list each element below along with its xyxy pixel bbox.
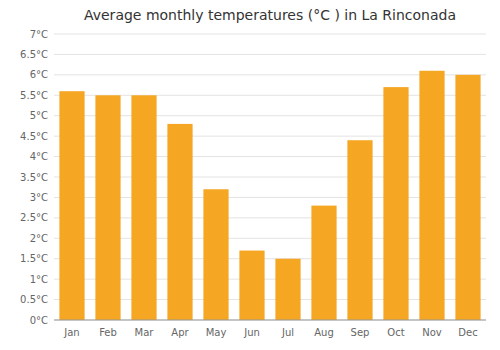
y-tick-label: 6°C	[30, 69, 48, 80]
bar	[311, 206, 336, 320]
y-tick-label: 7°C	[30, 29, 48, 40]
bar	[167, 124, 192, 320]
x-tick-label: Aug	[314, 327, 334, 338]
bar	[455, 75, 480, 320]
x-tick-label: Sep	[351, 327, 370, 338]
bar	[203, 189, 228, 320]
y-tick-label: 0.5°C	[20, 294, 48, 305]
chart-container: Average monthly temperatures (°C ) in La…	[0, 0, 500, 350]
bars	[59, 71, 480, 320]
x-tick-label: Jan	[63, 327, 79, 338]
grid-line	[54, 34, 486, 35]
chart: Average monthly temperatures (°C ) in La…	[0, 0, 500, 350]
title: Average monthly temperatures (°C ) in La…	[84, 7, 456, 23]
bar	[131, 95, 156, 320]
y-tick-label: 3.5°C	[20, 172, 48, 183]
y-tick-label: 4.5°C	[20, 131, 48, 142]
x-tick-label: Dec	[458, 327, 477, 338]
y-tick-label: 4°C	[30, 151, 48, 162]
bar	[239, 251, 264, 320]
y-tick-label: 5°C	[30, 110, 48, 121]
bar	[419, 71, 444, 320]
x-tick-label: Jul	[281, 327, 294, 338]
bar	[275, 259, 300, 320]
x-tick-label: Apr	[171, 327, 189, 338]
y-tick-label: 2.5°C	[20, 212, 48, 223]
x-tick-label: May	[206, 327, 227, 338]
y-tick-label: 1°C	[30, 274, 48, 285]
y-tick-label: 3°C	[30, 192, 48, 203]
y-tick-label: 2°C	[30, 233, 48, 244]
x-tick-label: Oct	[387, 327, 404, 338]
y-tick-label: 5.5°C	[20, 90, 48, 101]
y-tick-label: 0°C	[30, 315, 48, 326]
grid-line	[54, 54, 486, 55]
grid-line	[54, 320, 486, 321]
y-tick-label: 1.5°C	[20, 253, 48, 264]
x-tick-label: Nov	[422, 327, 442, 338]
x-tick-label: Jun	[243, 327, 260, 338]
bar	[383, 87, 408, 320]
grid	[54, 34, 486, 320]
x-axis-line	[54, 320, 486, 321]
bar	[347, 140, 372, 320]
x-tick-label: Feb	[99, 327, 117, 338]
y-tick-label: 6.5°C	[20, 49, 48, 60]
x-tick-label: Mar	[135, 327, 155, 338]
bar	[95, 95, 120, 320]
bar	[59, 91, 84, 320]
